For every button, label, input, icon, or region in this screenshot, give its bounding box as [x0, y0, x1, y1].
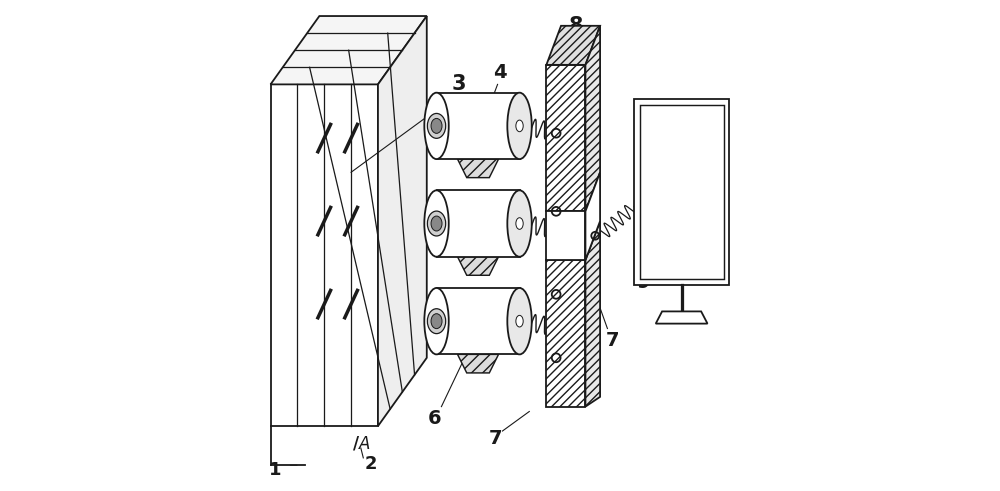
Ellipse shape: [427, 113, 446, 138]
Polygon shape: [271, 16, 427, 84]
Polygon shape: [546, 65, 585, 211]
Ellipse shape: [424, 288, 449, 355]
Ellipse shape: [424, 93, 449, 159]
Ellipse shape: [516, 315, 523, 327]
Polygon shape: [585, 172, 600, 260]
Ellipse shape: [424, 191, 449, 257]
Polygon shape: [546, 260, 585, 407]
Polygon shape: [437, 93, 520, 159]
Text: 8: 8: [568, 16, 583, 36]
Polygon shape: [458, 159, 499, 178]
Ellipse shape: [431, 314, 442, 328]
Polygon shape: [640, 105, 724, 279]
Polygon shape: [437, 288, 520, 355]
Text: 9: 9: [637, 273, 651, 292]
Polygon shape: [585, 26, 600, 211]
Ellipse shape: [516, 120, 523, 132]
Polygon shape: [656, 311, 707, 324]
Polygon shape: [585, 221, 600, 407]
Text: 3: 3: [451, 75, 466, 94]
Ellipse shape: [507, 191, 532, 257]
Polygon shape: [271, 84, 378, 426]
Text: 7: 7: [606, 331, 619, 350]
Polygon shape: [437, 191, 520, 257]
Text: 6: 6: [427, 409, 441, 428]
Ellipse shape: [516, 218, 523, 229]
Text: /$\it{A}$: /$\it{A}$: [352, 434, 370, 452]
Polygon shape: [458, 257, 499, 275]
Ellipse shape: [507, 93, 532, 159]
Ellipse shape: [507, 288, 532, 355]
Text: 7: 7: [488, 429, 502, 448]
Ellipse shape: [427, 309, 446, 333]
Ellipse shape: [431, 118, 442, 134]
Text: 1: 1: [269, 461, 282, 479]
Text: 4: 4: [493, 63, 507, 82]
Ellipse shape: [427, 211, 446, 236]
Polygon shape: [378, 16, 427, 426]
Polygon shape: [458, 355, 499, 373]
Polygon shape: [546, 211, 585, 260]
Text: 5: 5: [501, 92, 514, 111]
Polygon shape: [634, 99, 729, 285]
Text: /$\it{A}$: /$\it{A}$: [432, 139, 451, 157]
Text: 2: 2: [364, 455, 377, 473]
Ellipse shape: [431, 216, 442, 231]
Polygon shape: [546, 26, 600, 65]
